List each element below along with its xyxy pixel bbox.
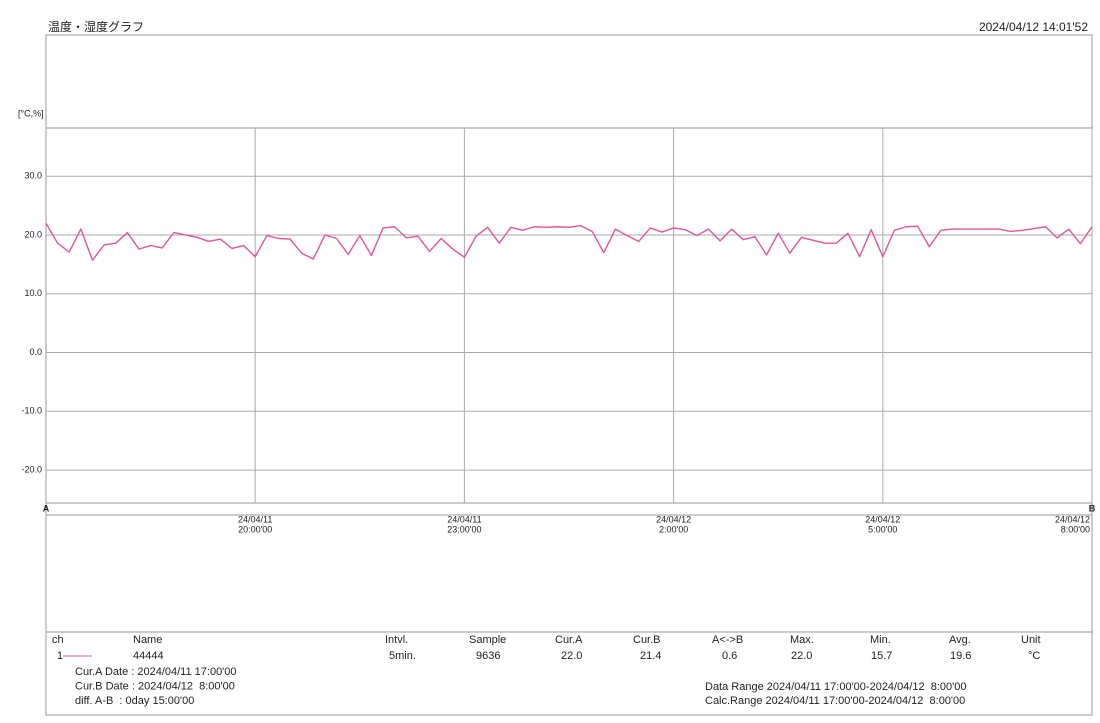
data-line xyxy=(45,222,1093,261)
info-line: Cur.B Date : 2024/04/12 8:00'00 xyxy=(75,680,235,692)
y-tick-label: -20.0 xyxy=(21,464,42,474)
info-line: diff. A-B : 0day 15:00'00 xyxy=(75,695,194,707)
info-line: Cur.A Date : 2024/04/11 17:00'00 xyxy=(75,666,237,678)
column-header: Cur.B xyxy=(633,634,661,646)
table-cell: 19.6 xyxy=(950,650,971,662)
frame xyxy=(45,34,1093,716)
y-tick-label: 0.0 xyxy=(29,347,42,357)
x-tick-label: 24/04/12 xyxy=(1055,514,1090,524)
x-tick-label: 24/04/12 xyxy=(656,514,691,524)
y-tick-label: 30.0 xyxy=(24,171,42,181)
cursor-a: A xyxy=(43,503,50,513)
timestamp: 2024/04/12 14:01'52 xyxy=(979,20,1088,34)
table-cell: 5min. xyxy=(389,650,416,662)
column-header: Max. xyxy=(790,634,814,646)
info-line: Calc.Range 2024/04/11 17:00'00-2024/04/1… xyxy=(705,695,965,707)
column-header: Name xyxy=(133,634,162,646)
info-line: Data Range 2024/04/11 17:00'00-2024/04/1… xyxy=(705,681,967,693)
chart-title: 温度・湿度グラフ xyxy=(48,19,144,34)
table-cell: 0.6 xyxy=(722,650,737,662)
column-header: Unit xyxy=(1021,634,1041,646)
table-cell: 1 xyxy=(57,650,63,662)
x-tick-label: 20:00'00 xyxy=(238,524,272,534)
x-tick-label: 24/04/11 xyxy=(238,514,272,524)
column-header: Min. xyxy=(870,634,891,646)
y-tick-label: 20.0 xyxy=(24,229,42,239)
column-header: A<->B xyxy=(712,634,743,646)
y-tick-label: 10.0 xyxy=(24,288,42,298)
y-axis-label: [°C,%] xyxy=(18,108,44,118)
column-header: Cur.A xyxy=(555,634,583,646)
cursor-b: B xyxy=(1089,503,1096,513)
table-cell: 22.0 xyxy=(791,650,812,662)
x-tick-label: 8:00'00 xyxy=(1061,524,1090,534)
table-cell: 22.0 xyxy=(561,650,582,662)
x-tick-label: 24/04/11 xyxy=(447,514,481,524)
x-tick-label: 23:00'00 xyxy=(447,524,481,534)
x-tick-label: 5:00'00 xyxy=(868,524,897,534)
table-cell: 44444 xyxy=(133,650,164,662)
table-cell: °C xyxy=(1028,650,1040,662)
table-cell: 9636 xyxy=(476,650,500,662)
column-header: Avg. xyxy=(949,634,971,646)
column-header: Intvl. xyxy=(385,634,408,646)
y-tick-label: -10.0 xyxy=(21,406,42,416)
column-header: ch xyxy=(52,634,64,646)
table-cell: 15.7 xyxy=(871,650,892,662)
column-header: Sample xyxy=(469,634,506,646)
x-tick-label: 2:00'00 xyxy=(659,524,688,534)
x-tick-label: 24/04/12 xyxy=(865,514,900,524)
table-cell: 21.4 xyxy=(640,650,661,662)
